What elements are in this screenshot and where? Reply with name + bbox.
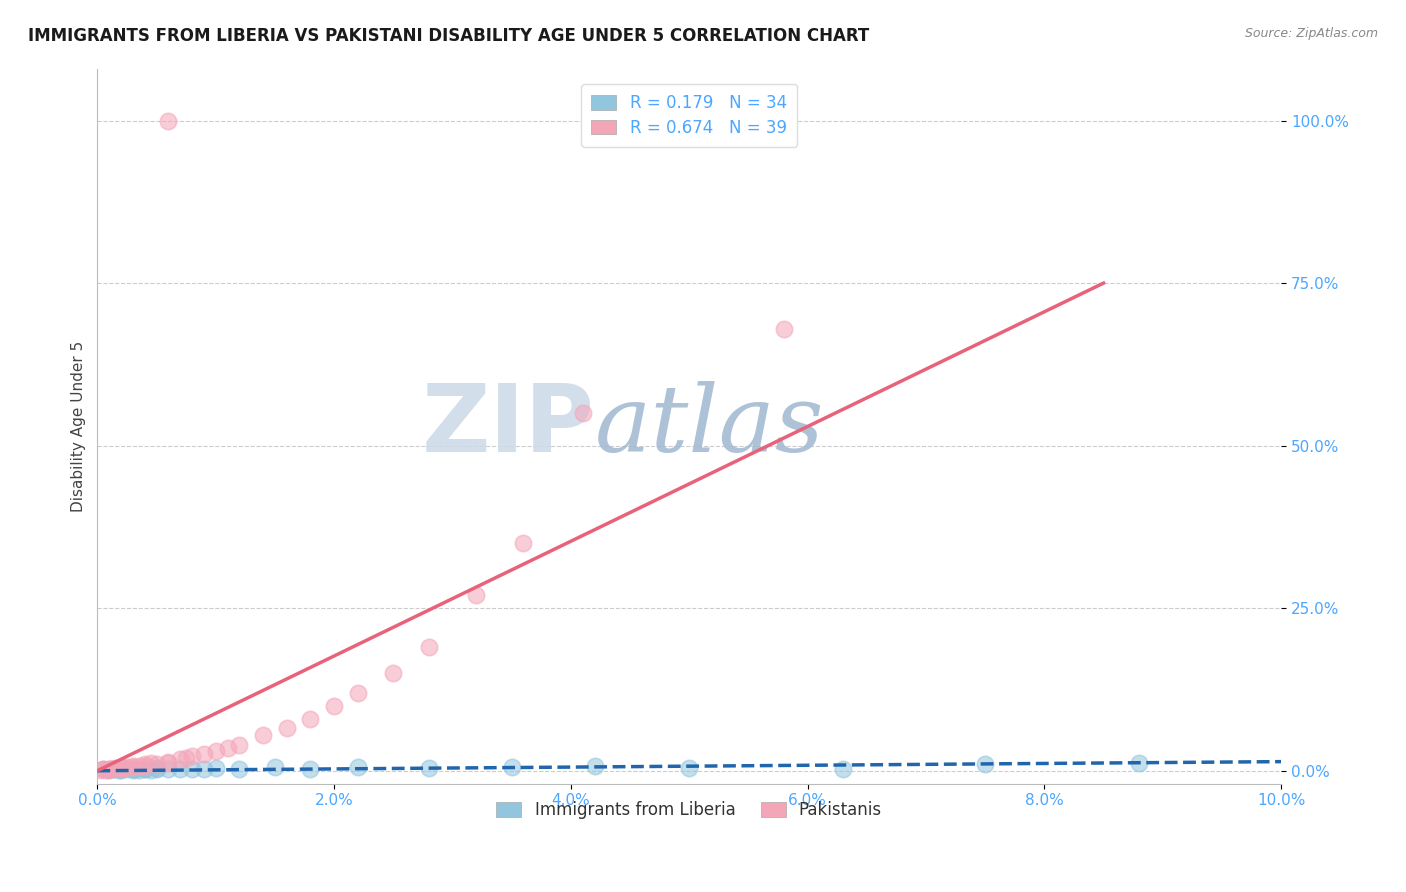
Point [773, 321, 796, 335]
Legend: Immigrants from Liberia, Pakistanis: Immigrants from Liberia, Pakistanis [489, 794, 889, 825]
Point [299, 762, 322, 776]
Text: IMMIGRANTS FROM LIBERIA VS PAKISTANI DISABILITY AGE UNDER 5 CORRELATION CHART: IMMIGRANTS FROM LIBERIA VS PAKISTANI DIS… [28, 27, 869, 45]
Point [583, 759, 606, 773]
Point [181, 749, 204, 764]
Point [1128, 756, 1150, 770]
Point [501, 760, 523, 774]
Point [145, 757, 167, 772]
Point [121, 762, 143, 776]
Point [139, 756, 162, 770]
Point [121, 763, 143, 777]
Point [107, 763, 129, 777]
Point [252, 728, 274, 742]
Point [157, 762, 180, 776]
Point [121, 760, 143, 774]
Point [145, 761, 167, 775]
Point [157, 756, 180, 770]
Point [91, 763, 114, 777]
Point [157, 113, 180, 128]
Point [100, 762, 122, 776]
Point [98, 763, 121, 777]
Point [418, 761, 440, 775]
Point [465, 588, 488, 602]
Point [217, 741, 239, 756]
Point [204, 761, 226, 775]
Point [98, 763, 121, 777]
Point [512, 536, 534, 550]
Point [157, 755, 180, 769]
Point [193, 747, 215, 762]
Point [346, 760, 368, 774]
Point [299, 712, 322, 726]
Point [134, 758, 156, 772]
Point [139, 763, 162, 777]
Point [134, 763, 156, 777]
Point [346, 686, 368, 700]
Point [128, 759, 150, 773]
Point [264, 760, 287, 774]
Y-axis label: Disability Age Under 5: Disability Age Under 5 [72, 341, 86, 512]
Point [110, 760, 132, 774]
Point [174, 750, 197, 764]
Text: ZIP: ZIP [422, 380, 595, 472]
Point [115, 760, 138, 774]
Point [128, 763, 150, 777]
Text: atlas: atlas [595, 381, 824, 471]
Point [134, 762, 156, 776]
Point [974, 757, 997, 772]
Point [276, 722, 298, 736]
Point [104, 761, 127, 775]
Point [121, 758, 143, 772]
Point [98, 762, 121, 776]
Point [181, 762, 204, 776]
Point [832, 762, 855, 776]
Point [104, 763, 127, 777]
Point [115, 763, 138, 777]
Point [228, 738, 250, 752]
Point [96, 763, 118, 777]
Point [418, 640, 440, 655]
Point [110, 763, 132, 777]
Point [110, 762, 132, 776]
Point [91, 763, 114, 777]
Point [228, 762, 250, 776]
Point [323, 698, 346, 713]
Point [571, 406, 593, 420]
Point [169, 752, 191, 766]
Point [382, 666, 405, 681]
Point [193, 763, 215, 777]
Point [90, 763, 112, 777]
Point [169, 763, 191, 777]
Point [678, 761, 700, 775]
Point [124, 763, 146, 777]
Point [100, 763, 122, 777]
Point [112, 761, 135, 775]
Point [145, 763, 167, 777]
Point [134, 757, 156, 772]
Point [204, 744, 226, 758]
Text: Source: ZipAtlas.com: Source: ZipAtlas.com [1244, 27, 1378, 40]
Point [110, 762, 132, 776]
Point [112, 761, 135, 775]
